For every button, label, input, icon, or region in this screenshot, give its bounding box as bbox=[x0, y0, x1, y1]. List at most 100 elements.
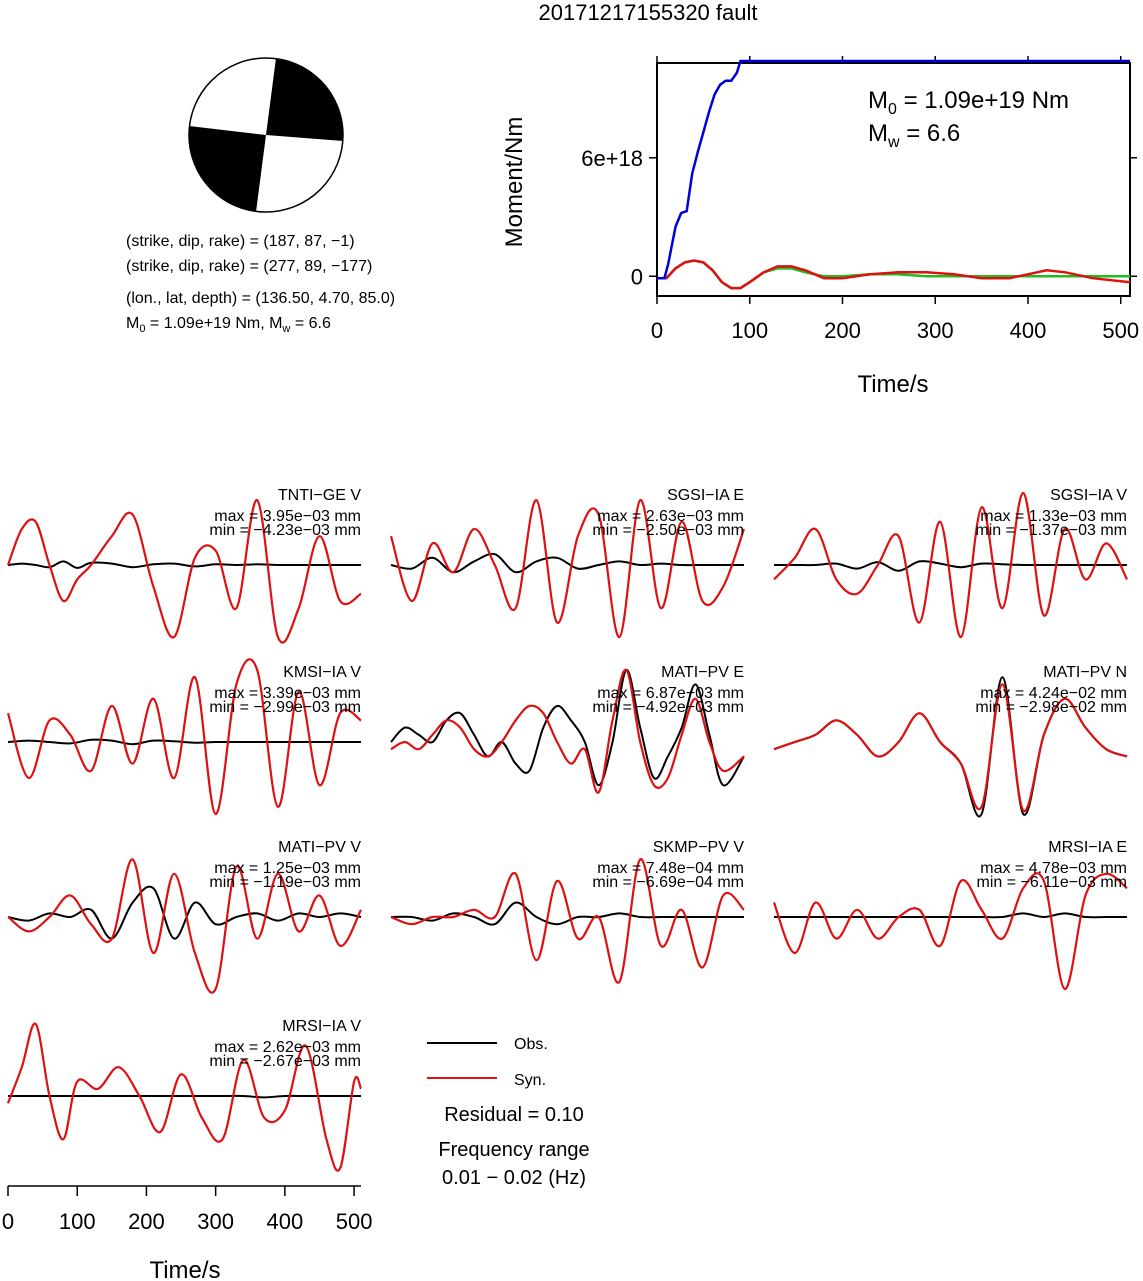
mw-sub: w bbox=[281, 323, 290, 335]
waveform-xtick-label: 400 bbox=[267, 1209, 304, 1234]
ann-m0-value: = 1.09e+19 Nm bbox=[897, 87, 1069, 114]
station-label: MRSI−IA E bbox=[1048, 839, 1127, 856]
moment-xtick-label: 400 bbox=[1010, 318, 1047, 343]
mw-rest: = 6.6 bbox=[290, 315, 331, 332]
waveform-axis-ticks: 0 100 200 300 400 500 bbox=[2, 1186, 373, 1234]
max-label: max = 1.33e−03 mm bbox=[980, 508, 1127, 525]
legend: Obs. Syn. Residual = 0.10 Frequency rang… bbox=[427, 1036, 590, 1189]
waveform-xtick-label: 200 bbox=[128, 1209, 165, 1234]
moment-series-green bbox=[657, 259, 1130, 290]
station-label: KMSI−IA V bbox=[283, 664, 361, 681]
moment-xlabel: Time/s bbox=[857, 371, 928, 398]
ann-mw-value: = 6.6 bbox=[900, 120, 961, 147]
figure-title: 20171217155320 fault bbox=[539, 0, 758, 25]
mechanism-info: (strike, dip, rake) = (187, 87, −1) (str… bbox=[126, 233, 395, 335]
moment-xtick-label: 100 bbox=[731, 318, 768, 343]
waveform-xtick-label: 300 bbox=[197, 1209, 234, 1234]
legend-syn-label: Syn. bbox=[514, 1072, 546, 1089]
min-label: min = −2.50e−03 mm bbox=[592, 522, 744, 539]
min-label: min = −6.69e−04 mm bbox=[592, 874, 744, 891]
observed-trace bbox=[773, 560, 1127, 572]
station-label: SKMP−PV V bbox=[653, 839, 744, 856]
observed-trace bbox=[7, 738, 361, 746]
moment-axis-ticks: 0 100 200 300 400 500 0 6e+18 bbox=[581, 56, 1139, 343]
waveform-xtick-label: 100 bbox=[59, 1209, 96, 1234]
moment-ylabel: Moment/Nm bbox=[501, 117, 528, 248]
ann-mw-letter: M bbox=[868, 120, 888, 147]
min-label: min = −2.99e−03 mm bbox=[209, 699, 361, 716]
m0-rest: = 1.09e+19 Nm, M bbox=[145, 315, 282, 332]
max-label: max = 6.87e−03 mm bbox=[597, 685, 744, 702]
synthetic-trace bbox=[389, 499, 746, 639]
min-label: min = −6.11e−03 mm bbox=[977, 874, 1127, 891]
mechanism-line-1: (strike, dip, rake) = (187, 87, −1) bbox=[126, 233, 355, 250]
station-label: SGSI−IA E bbox=[667, 487, 744, 504]
moment-series-red bbox=[657, 259, 1131, 290]
max-label: max = 4.78e−03 mm bbox=[980, 860, 1127, 877]
station-label: MATI−PV E bbox=[661, 664, 744, 681]
synthetic-trace bbox=[390, 668, 745, 794]
beachball-quadrant-ne bbox=[266, 58, 344, 141]
waveform-x-axis: 0 100 200 300 400 500 Time/s bbox=[2, 1185, 373, 1281]
moment-xtick-label: 0 bbox=[651, 318, 663, 343]
min-label: min = −1.37e−03 mm bbox=[975, 522, 1127, 539]
moment-annotation-m0: M0 = 1.09e+19 Nm bbox=[868, 87, 1069, 118]
max-label: max = 2.63e−03 mm bbox=[597, 508, 744, 525]
ann-m0-sub: 0 bbox=[888, 101, 897, 118]
location-line: (lon., lat, depth) = (136.50, 4.70, 85.0… bbox=[126, 290, 395, 307]
observed-trace bbox=[7, 1094, 361, 1099]
min-label: min = −4.92e−03 mm bbox=[592, 699, 744, 716]
station-label: MRSI−IA V bbox=[282, 1018, 361, 1035]
ann-m0-letter: M bbox=[868, 87, 888, 114]
min-label: min = −4.23e−03 mm bbox=[209, 522, 361, 539]
moment-line: M0 = 1.09e+19 Nm, Mw = 6.6 bbox=[126, 315, 331, 335]
max-label: max = 2.62e−03 mm bbox=[214, 1039, 361, 1056]
moment-rate-chart: Moment/Nm Time/s M0 = 1.09e+19 Nm Mw = 6… bbox=[501, 56, 1139, 398]
max-label: max = 4.24e−02 mm bbox=[980, 685, 1127, 702]
moment-ytick-label: 6e+18 bbox=[581, 146, 643, 171]
ann-mw-sub: w bbox=[887, 134, 900, 151]
observed-trace bbox=[7, 885, 362, 940]
max-label: max = 3.39e−03 mm bbox=[214, 685, 361, 702]
synthetic-trace bbox=[6, 499, 362, 644]
legend-obs-label: Obs. bbox=[514, 1036, 548, 1053]
min-label: min = −2.98e−02 mm bbox=[975, 699, 1127, 716]
mechanism-line-2: (strike, dip, rake) = (277, 89, −177) bbox=[126, 258, 372, 275]
synthetic-trace bbox=[772, 872, 1128, 991]
max-label: max = 1.25e−03 mm bbox=[214, 860, 361, 877]
m0-sub: 0 bbox=[139, 323, 145, 335]
station-label: SGSI−IA V bbox=[1050, 487, 1127, 504]
station-label: TNTI−GE V bbox=[278, 487, 361, 504]
waveform-xtick-label: 500 bbox=[336, 1209, 373, 1234]
synthetic-trace bbox=[6, 1022, 363, 1172]
waveform-xtick-label: 0 bbox=[2, 1209, 14, 1234]
station-label: MATI−PV N bbox=[1043, 664, 1127, 681]
moment-xtick-label: 500 bbox=[1102, 318, 1139, 343]
waveform-xlabel: Time/s bbox=[149, 1257, 220, 1281]
legend-frequency-label: Frequency range bbox=[438, 1139, 589, 1161]
synthetic-trace bbox=[773, 491, 1128, 639]
m0-letter: M bbox=[126, 315, 139, 332]
station-label: MATI−PV V bbox=[278, 839, 361, 856]
moment-annotation-mw: Mw = 6.6 bbox=[868, 120, 960, 151]
observed-trace bbox=[390, 901, 744, 926]
moment-ytick-label: 0 bbox=[631, 264, 643, 289]
min-label: min = −1.19e−03 mm bbox=[209, 874, 361, 891]
beachball bbox=[188, 57, 344, 213]
legend-frequency-value: 0.01 − 0.02 (Hz) bbox=[442, 1167, 586, 1189]
moment-xtick-label: 300 bbox=[917, 318, 954, 343]
synthetic-trace bbox=[390, 858, 745, 984]
beachball-quadrant-sw bbox=[188, 126, 266, 212]
synthetic-trace bbox=[773, 683, 1128, 812]
